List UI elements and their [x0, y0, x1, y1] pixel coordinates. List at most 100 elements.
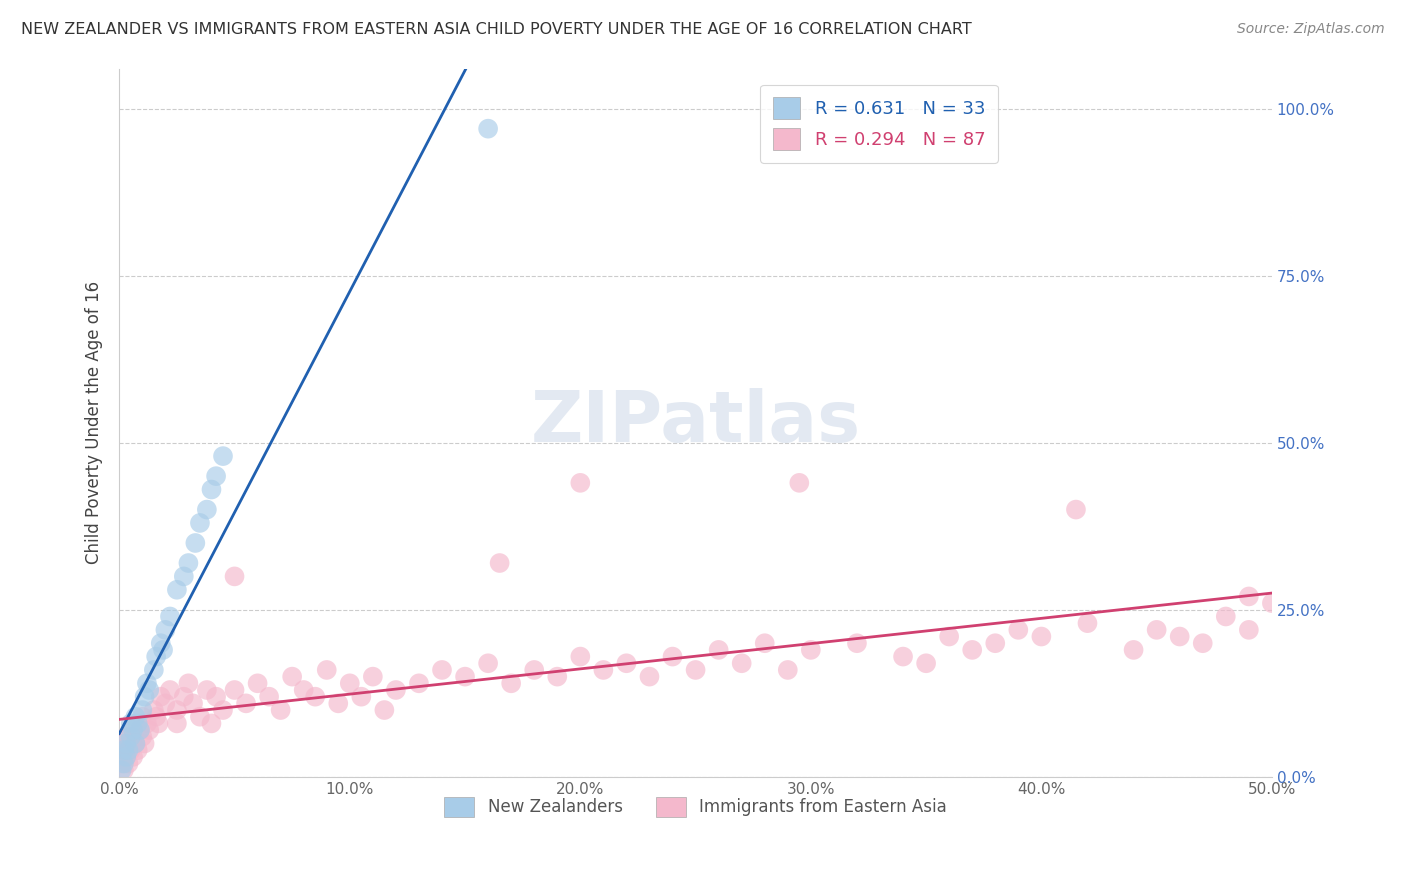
- Point: [661, 649, 683, 664]
- Point: [1076, 616, 1098, 631]
- Point: [430, 663, 453, 677]
- Point: [188, 710, 211, 724]
- Point: [1146, 623, 1168, 637]
- Point: [112, 743, 135, 757]
- Point: [1237, 590, 1260, 604]
- Point: [361, 670, 384, 684]
- Point: [148, 716, 170, 731]
- Point: [149, 690, 172, 704]
- Point: [224, 683, 246, 698]
- Point: [155, 623, 177, 637]
- Point: [115, 749, 138, 764]
- Point: [246, 676, 269, 690]
- Point: [592, 663, 614, 677]
- Point: [110, 736, 132, 750]
- Point: [200, 716, 222, 731]
- Point: [117, 736, 139, 750]
- Point: [117, 756, 139, 771]
- Point: [800, 643, 823, 657]
- Point: [115, 736, 138, 750]
- Point: [523, 663, 546, 677]
- Point: [166, 582, 188, 597]
- Point: [1007, 623, 1029, 637]
- Point: [477, 657, 499, 671]
- Point: [152, 643, 174, 657]
- Point: [117, 743, 139, 757]
- Point: [1031, 630, 1053, 644]
- Point: [115, 749, 138, 764]
- Point: [845, 636, 868, 650]
- Point: [270, 703, 292, 717]
- Point: [257, 690, 280, 704]
- Point: [138, 723, 160, 737]
- Point: [184, 536, 207, 550]
- Point: [122, 749, 145, 764]
- Point: [789, 475, 811, 490]
- Point: [195, 683, 218, 698]
- Point: [138, 683, 160, 698]
- Point: [212, 703, 235, 717]
- Point: [166, 716, 188, 731]
- Point: [112, 756, 135, 771]
- Point: [984, 636, 1007, 650]
- Text: ZIPatlas: ZIPatlas: [530, 388, 860, 458]
- Point: [177, 676, 200, 690]
- Point: [110, 763, 132, 777]
- Point: [110, 756, 132, 771]
- Point: [1191, 636, 1213, 650]
- Point: [159, 609, 181, 624]
- Point: [569, 475, 592, 490]
- Point: [122, 723, 145, 737]
- Point: [122, 730, 145, 744]
- Y-axis label: Child Poverty Under the Age of 16: Child Poverty Under the Age of 16: [86, 281, 103, 565]
- Point: [129, 723, 152, 737]
- Point: [488, 556, 510, 570]
- Point: [638, 670, 661, 684]
- Point: [112, 763, 135, 777]
- Point: [685, 663, 707, 677]
- Point: [173, 690, 195, 704]
- Point: [124, 736, 146, 750]
- Point: [569, 649, 592, 664]
- Point: [776, 663, 799, 677]
- Point: [145, 710, 167, 724]
- Point: [546, 670, 568, 684]
- Point: [124, 736, 146, 750]
- Point: [339, 676, 361, 690]
- Point: [292, 683, 315, 698]
- Point: [205, 469, 228, 483]
- Point: [127, 743, 149, 757]
- Point: [149, 636, 172, 650]
- Point: [112, 743, 135, 757]
- Legend: New Zealanders, Immigrants from Eastern Asia: New Zealanders, Immigrants from Eastern …: [436, 789, 955, 825]
- Text: Source: ZipAtlas.com: Source: ZipAtlas.com: [1237, 22, 1385, 37]
- Point: [136, 716, 159, 731]
- Point: [115, 730, 138, 744]
- Point: [616, 657, 638, 671]
- Point: [235, 697, 257, 711]
- Point: [938, 630, 960, 644]
- Point: [385, 683, 408, 698]
- Point: [195, 502, 218, 516]
- Point: [1237, 623, 1260, 637]
- Point: [731, 657, 754, 671]
- Point: [120, 723, 142, 737]
- Point: [136, 676, 159, 690]
- Point: [205, 690, 228, 704]
- Point: [120, 716, 142, 731]
- Point: [120, 743, 142, 757]
- Point: [754, 636, 776, 650]
- Point: [501, 676, 523, 690]
- Point: [373, 703, 395, 717]
- Point: [124, 710, 146, 724]
- Point: [142, 663, 165, 677]
- Point: [350, 690, 373, 704]
- Point: [142, 703, 165, 717]
- Point: [131, 730, 153, 744]
- Point: [127, 716, 149, 731]
- Point: [131, 703, 153, 717]
- Point: [224, 569, 246, 583]
- Point: [181, 697, 204, 711]
- Point: [155, 697, 177, 711]
- Point: [454, 670, 477, 684]
